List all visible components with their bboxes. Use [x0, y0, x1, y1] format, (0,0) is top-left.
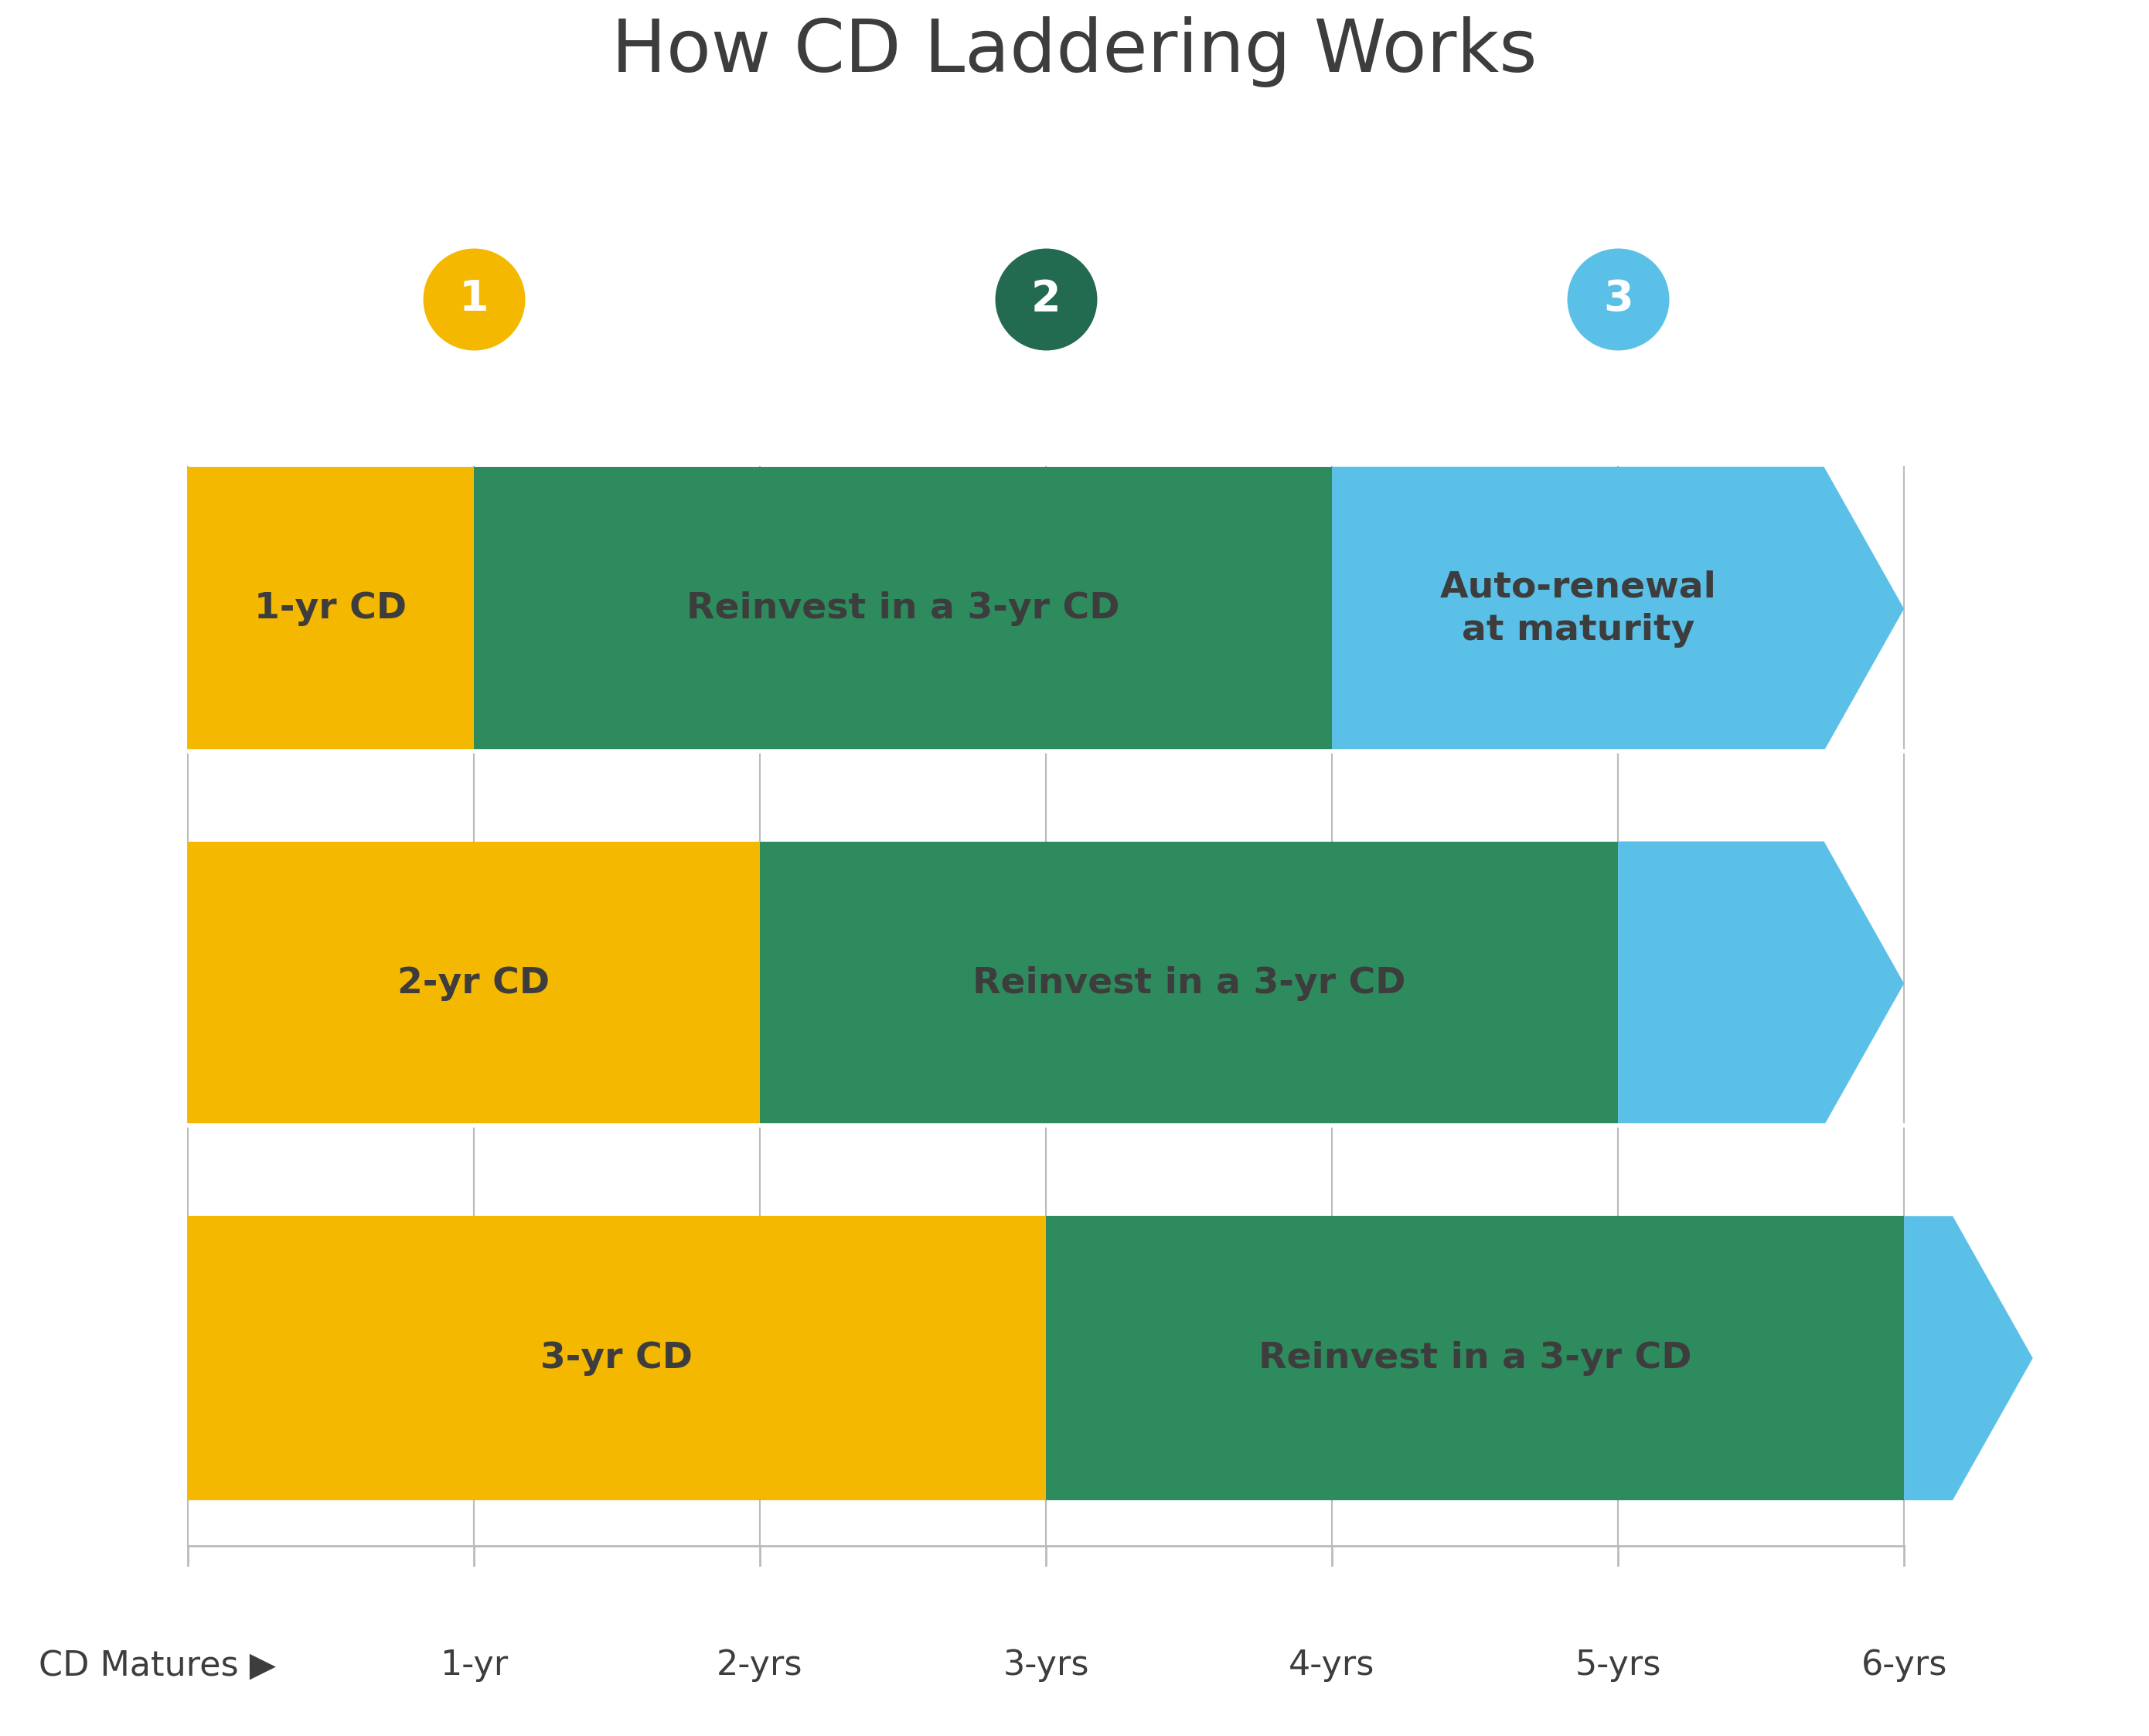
- Polygon shape: [1047, 1215, 1904, 1500]
- Polygon shape: [187, 467, 473, 752]
- Point: [1601, 285, 1635, 312]
- Polygon shape: [187, 1215, 1047, 1500]
- Text: 6-yrs: 6-yrs: [1861, 1649, 1947, 1682]
- Polygon shape: [187, 842, 761, 1125]
- Text: 1: 1: [460, 278, 488, 319]
- Text: 3: 3: [1603, 278, 1633, 319]
- Polygon shape: [1618, 842, 1904, 1125]
- Text: 1-yr CD: 1-yr CD: [254, 592, 406, 627]
- Polygon shape: [473, 467, 1332, 752]
- Point: [1029, 285, 1064, 312]
- Polygon shape: [1332, 467, 1904, 752]
- Text: Reinvest in a 3-yr CD: Reinvest in a 3-yr CD: [971, 967, 1405, 1002]
- Text: 2: 2: [1032, 278, 1062, 319]
- Polygon shape: [1904, 1215, 2033, 1500]
- Text: CD Matures ▶: CD Matures ▶: [39, 1649, 277, 1682]
- Text: 2-yrs: 2-yrs: [718, 1649, 804, 1682]
- Text: Auto-renewal
at maturity: Auto-renewal at maturity: [1440, 569, 1717, 648]
- Text: 2-yr CD: 2-yr CD: [398, 967, 550, 1002]
- Point: [456, 285, 490, 312]
- Text: Reinvest in a 3-yr CD: Reinvest in a 3-yr CD: [1259, 1340, 1691, 1375]
- Polygon shape: [761, 842, 1618, 1125]
- Text: Reinvest in a 3-yr CD: Reinvest in a 3-yr CD: [686, 592, 1120, 627]
- Text: 3-yr CD: 3-yr CD: [542, 1340, 692, 1375]
- Text: 5-yrs: 5-yrs: [1575, 1649, 1661, 1682]
- Title: How CD Laddering Works: How CD Laddering Works: [612, 16, 1537, 87]
- Text: 3-yrs: 3-yrs: [1004, 1649, 1090, 1682]
- Text: 4-yrs: 4-yrs: [1289, 1649, 1375, 1682]
- Text: 1-yr: 1-yr: [441, 1649, 507, 1682]
